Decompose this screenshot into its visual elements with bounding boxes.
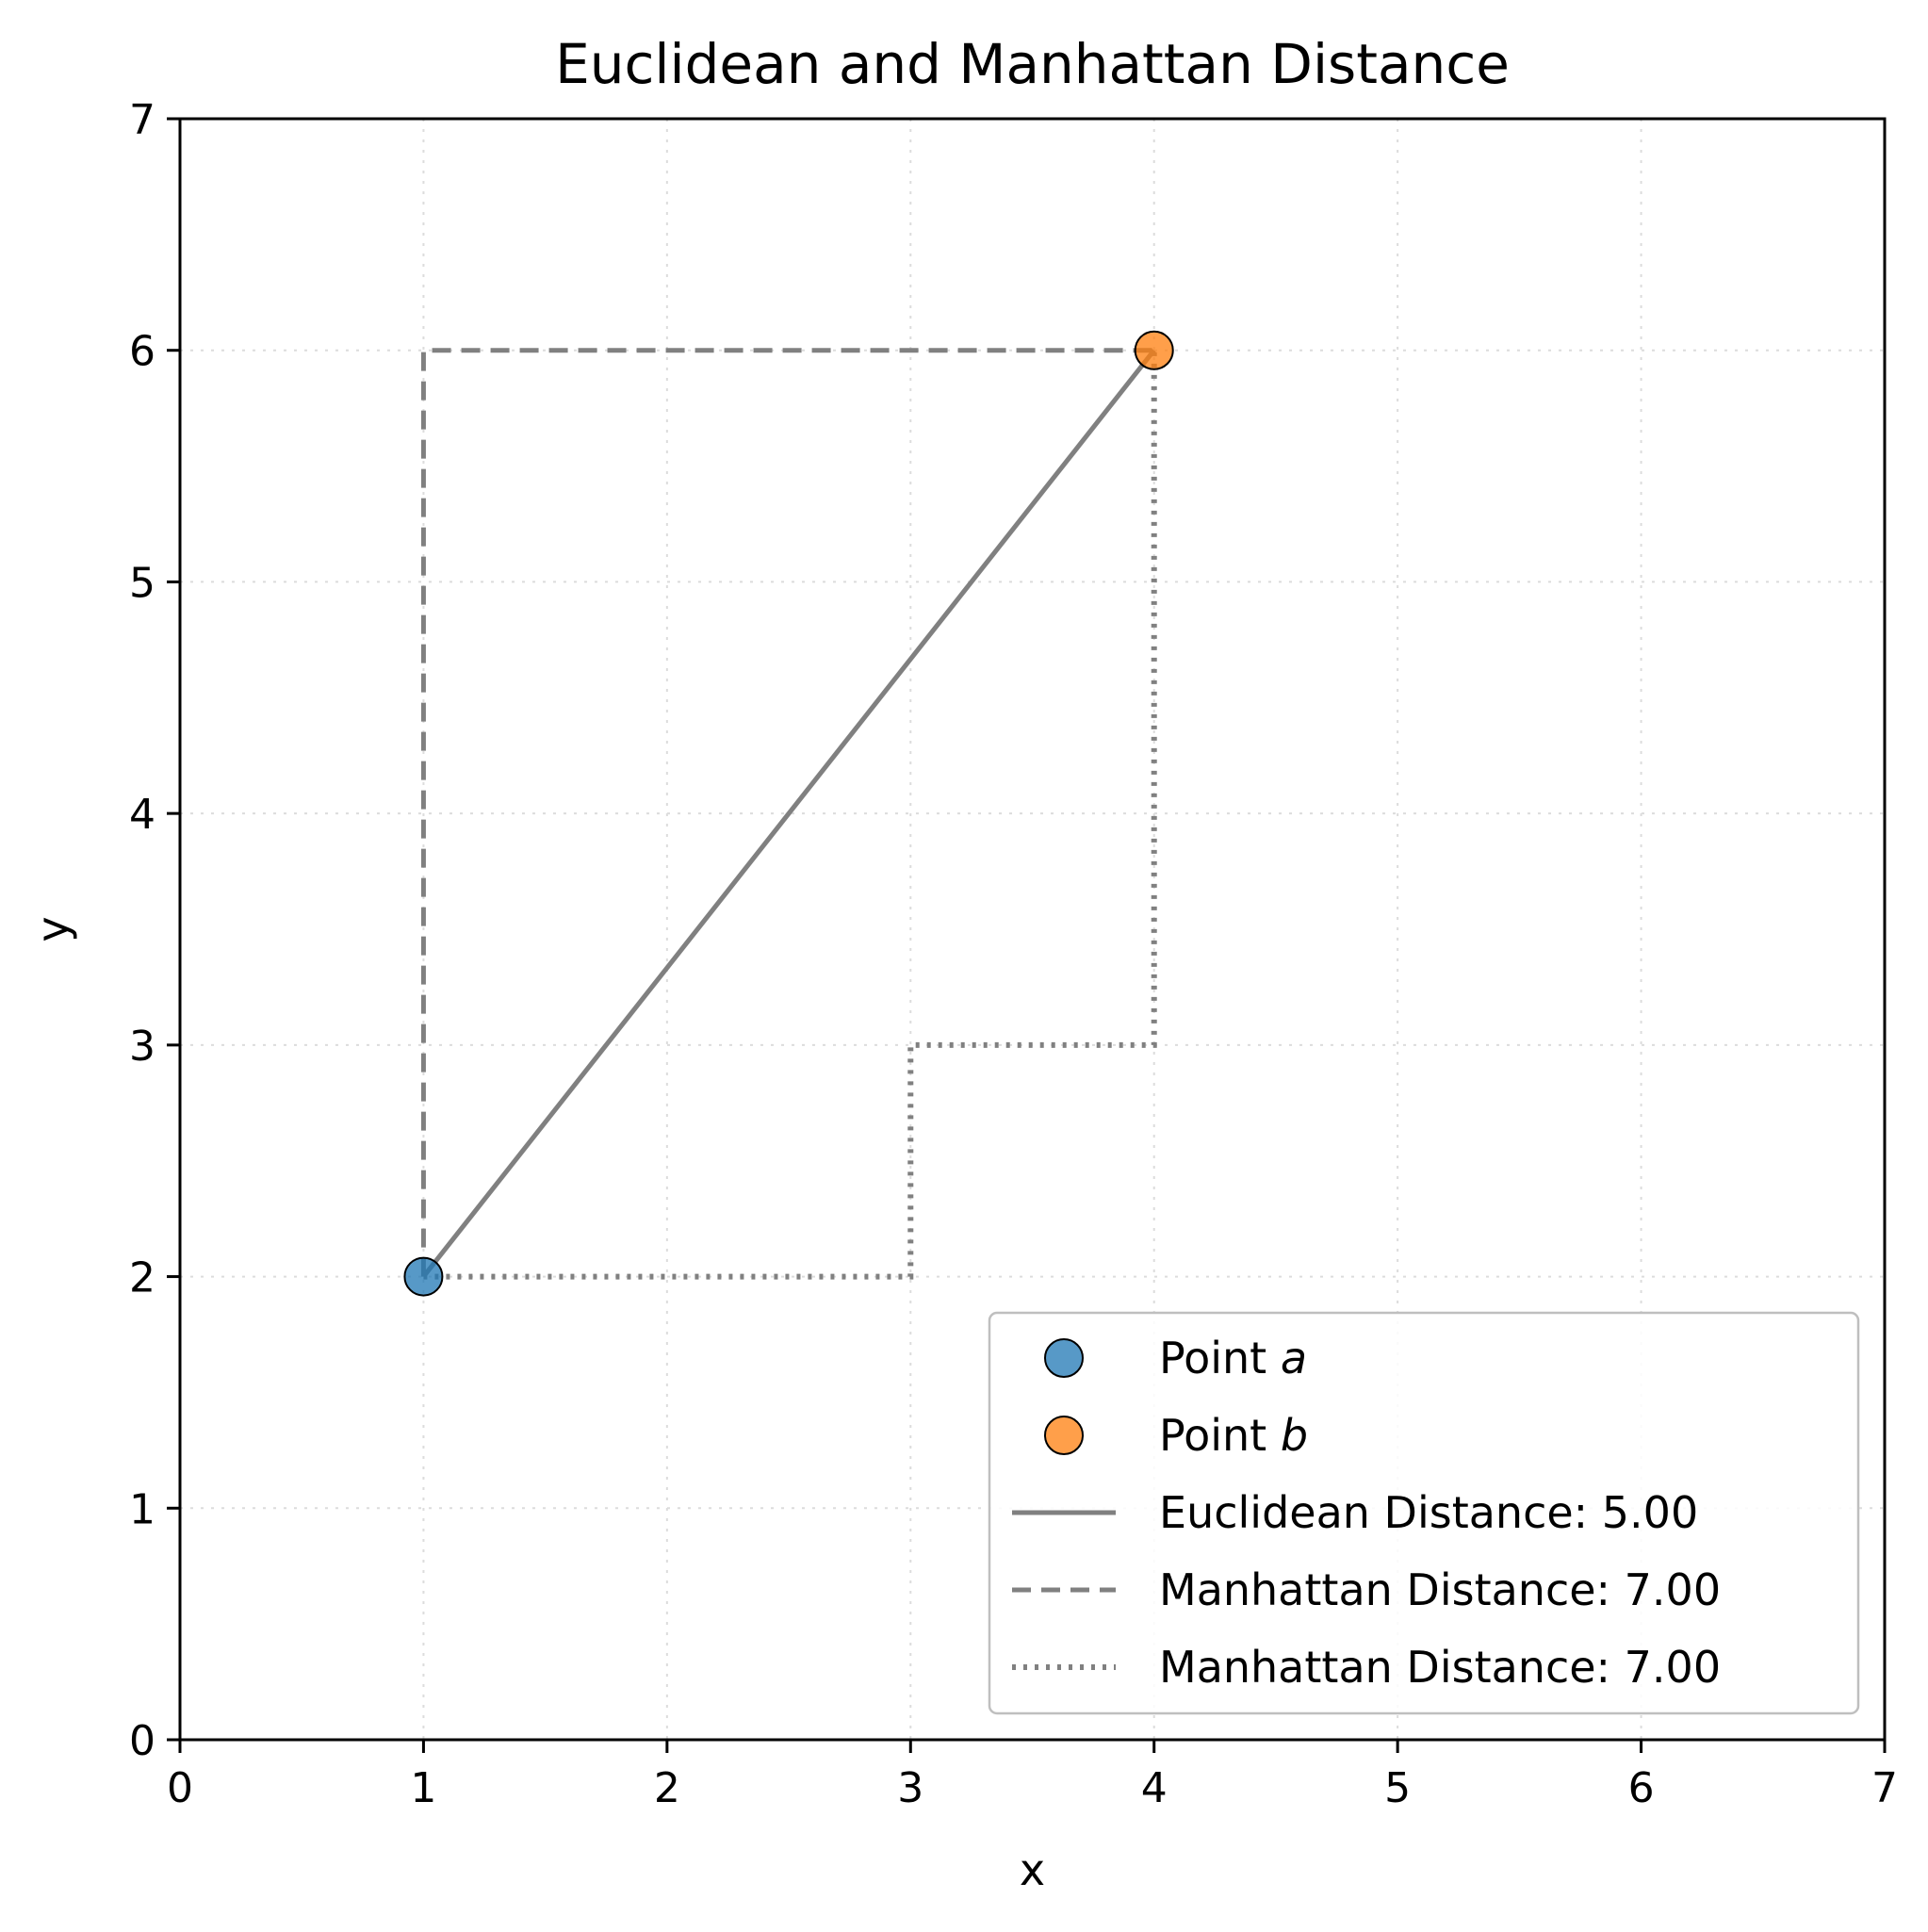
legend-point-a-marker [1044,1338,1084,1378]
legend-box [988,1311,1860,1715]
y-tick-label: 1 [129,1485,155,1533]
legend-label-series: Manhattan Distance: 7.00 [1159,1564,1721,1615]
point-a-marker [403,1256,444,1297]
x-tick-label: 3 [897,1764,923,1812]
legend-label-series: Euclidean Distance: 5.00 [1159,1487,1698,1538]
x-tick-label: 1 [410,1764,436,1812]
plot-series [420,348,1157,1280]
chart-title: Euclidean and Manhattan Distance [555,32,1510,96]
x-tick-label: 6 [1628,1764,1655,1812]
legend-label-series: Manhattan Distance: 7.00 [1159,1642,1721,1693]
plot-points [403,330,1174,1297]
legend-label-point-a: Point a [1159,1333,1307,1384]
x-tick-label: 5 [1384,1764,1411,1812]
axis-ticks: 0 1 2 3 4 5 6 7 0 1 2 3 4 5 6 7 [129,96,1898,1812]
x-tick-label: 7 [1871,1764,1898,1812]
y-axis-label: y [27,916,78,941]
series-line-solid [421,349,1156,1279]
y-tick-label: 5 [129,559,155,607]
y-tick-label: 2 [129,1254,155,1302]
y-tick-label: 0 [129,1717,155,1765]
legend-point-b-marker [1044,1416,1084,1455]
x-tick-label: 4 [1141,1764,1168,1812]
series-line-dashed [420,348,1154,1277]
y-tick-label: 3 [129,1023,155,1071]
legend: Point a Point b Euclidean Distance: 5.00 Ma… [988,1311,1860,1715]
x-tick-label: 0 [167,1764,193,1812]
y-tick-label: 7 [129,96,155,144]
point-b-marker [1134,330,1174,370]
y-tick-label: 6 [129,328,155,376]
legend-label-point-b: Point b [1159,1410,1308,1461]
y-tick-label: 4 [129,791,155,839]
x-axis-label: x [1020,1844,1045,1895]
plot-frame [178,117,1887,1742]
x-tick-label: 2 [654,1764,680,1812]
